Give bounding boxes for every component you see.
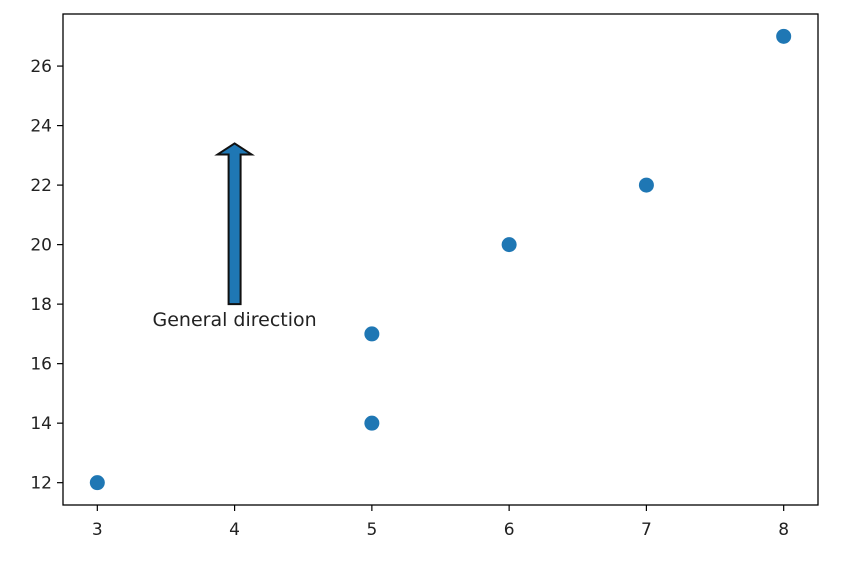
data-point [89,475,105,491]
annotation-label: General direction [152,309,316,331]
y-tick-label: 16 [30,355,52,375]
data-point [776,28,792,44]
y-tick-label: 24 [30,117,52,137]
y-tick-label: 20 [30,236,52,256]
data-point [638,177,654,193]
y-tick-label: 26 [30,57,52,77]
points-layer [89,28,792,491]
x-tick-label: 3 [92,520,103,540]
data-point [501,237,517,253]
annotation-arrow [214,142,255,306]
y-tick-label: 18 [30,295,52,315]
y-tick-label: 14 [30,414,52,434]
y-tick-label: 22 [30,176,52,196]
y-tick-label: 12 [30,474,52,494]
ticks-layer: 3 4 5 6 7 8 12 14 16 18 20 22 24 26 [30,57,789,540]
x-tick-label: 4 [229,520,240,540]
data-point [364,326,380,342]
x-tick-label: 8 [778,520,789,540]
annotation-layer: General direction [152,142,317,331]
data-point [364,415,380,431]
x-tick-label: 7 [641,520,652,540]
x-tick-label: 5 [366,520,377,540]
plot-frame [62,13,819,506]
x-tick-label: 6 [504,520,515,540]
